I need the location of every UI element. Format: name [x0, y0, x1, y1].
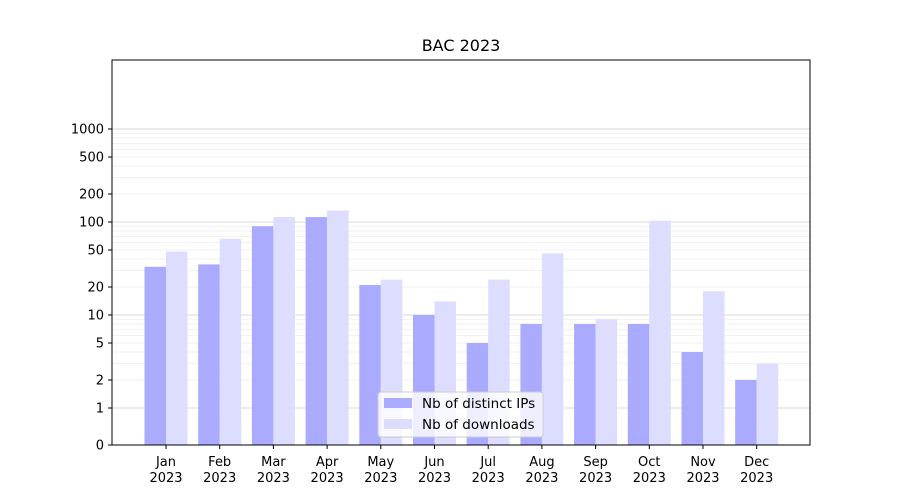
bar-downloads	[273, 217, 295, 445]
x-tick-label-year: 2023	[311, 471, 344, 486]
x-tick-label-month: Aug	[529, 455, 554, 470]
y-tick-label: 5	[96, 336, 104, 351]
legend-label-distinct-ips: Nb of distinct IPs	[422, 396, 535, 412]
bar-distinct-ips	[144, 266, 166, 445]
x-tick-label-month: Feb	[208, 455, 231, 470]
x-tick-label-month: Jan	[155, 455, 176, 470]
x-tick-label-month: May	[367, 455, 394, 470]
bar-downloads	[595, 319, 618, 445]
x-tick-label-month: Nov	[690, 455, 716, 470]
x-tick-label-month: Dec	[744, 455, 769, 470]
x-tick-label-year: 2023	[364, 471, 397, 486]
legend-swatch-downloads	[384, 419, 412, 429]
x-tick-label-year: 2023	[472, 471, 505, 486]
y-tick-label: 20	[87, 281, 104, 296]
bar-downloads	[649, 220, 671, 445]
y-tick-label: 500	[79, 150, 104, 165]
x-tick-label-year: 2023	[149, 471, 182, 486]
bar-distinct-ips	[681, 352, 703, 445]
legend-swatch-distinct-ips	[384, 398, 412, 408]
x-tick-label-month: Oct	[638, 455, 660, 470]
y-tick-label: 100	[79, 216, 104, 231]
x-tick-label-year: 2023	[633, 471, 666, 486]
x-tick-label-year: 2023	[686, 471, 719, 486]
y-tick-label: 200	[79, 188, 104, 203]
x-tick-label-month: Jul	[479, 455, 496, 470]
x-tick-label-year: 2023	[203, 471, 236, 486]
x-axis: Jan2023Feb2023Mar2023Apr2023May2023Jun20…	[149, 445, 773, 486]
bar-distinct-ips	[305, 217, 328, 445]
x-tick-label-year: 2023	[525, 471, 558, 486]
x-tick-label-month: Apr	[316, 455, 339, 470]
y-tick-label: 50	[87, 243, 104, 258]
bar-downloads	[541, 253, 564, 445]
x-tick-label-year: 2023	[257, 471, 290, 486]
y-axis: 0 1 2 5 10 20 50 100 200 500 1000	[71, 123, 112, 454]
x-tick-label-month: Mar	[261, 455, 286, 470]
x-tick-label-month: Jun	[423, 455, 444, 470]
bar-distinct-ips	[735, 380, 757, 445]
chart-title: BAC 2023	[422, 36, 501, 55]
y-tick-label: 10	[87, 309, 104, 324]
bar-downloads	[756, 363, 779, 445]
bar-distinct-ips	[627, 324, 650, 445]
y-tick-label: 1	[96, 402, 104, 417]
legend: Nb of distinct IPs Nb of downloads	[377, 391, 544, 438]
y-tick-label: 0	[96, 439, 104, 454]
bar-distinct-ips	[251, 226, 274, 445]
x-tick-label-year: 2023	[740, 471, 773, 486]
x-tick-label-year: 2023	[579, 471, 612, 486]
x-tick-label-month: Sep	[583, 455, 608, 470]
bar-downloads	[327, 210, 349, 445]
bar-distinct-ips	[359, 285, 381, 445]
bar-distinct-ips	[198, 264, 220, 445]
bar-distinct-ips	[574, 324, 596, 445]
y-tick-label: 1000	[71, 123, 104, 138]
bar-downloads	[166, 251, 188, 445]
legend-label-downloads: Nb of downloads	[422, 417, 535, 433]
x-tick-label-year: 2023	[418, 471, 451, 486]
bar-downloads	[219, 238, 242, 445]
y-tick-label: 2	[96, 374, 104, 389]
plot-frame	[111, 59, 811, 446]
legend-frame	[377, 391, 544, 438]
bar-downloads	[703, 291, 725, 445]
